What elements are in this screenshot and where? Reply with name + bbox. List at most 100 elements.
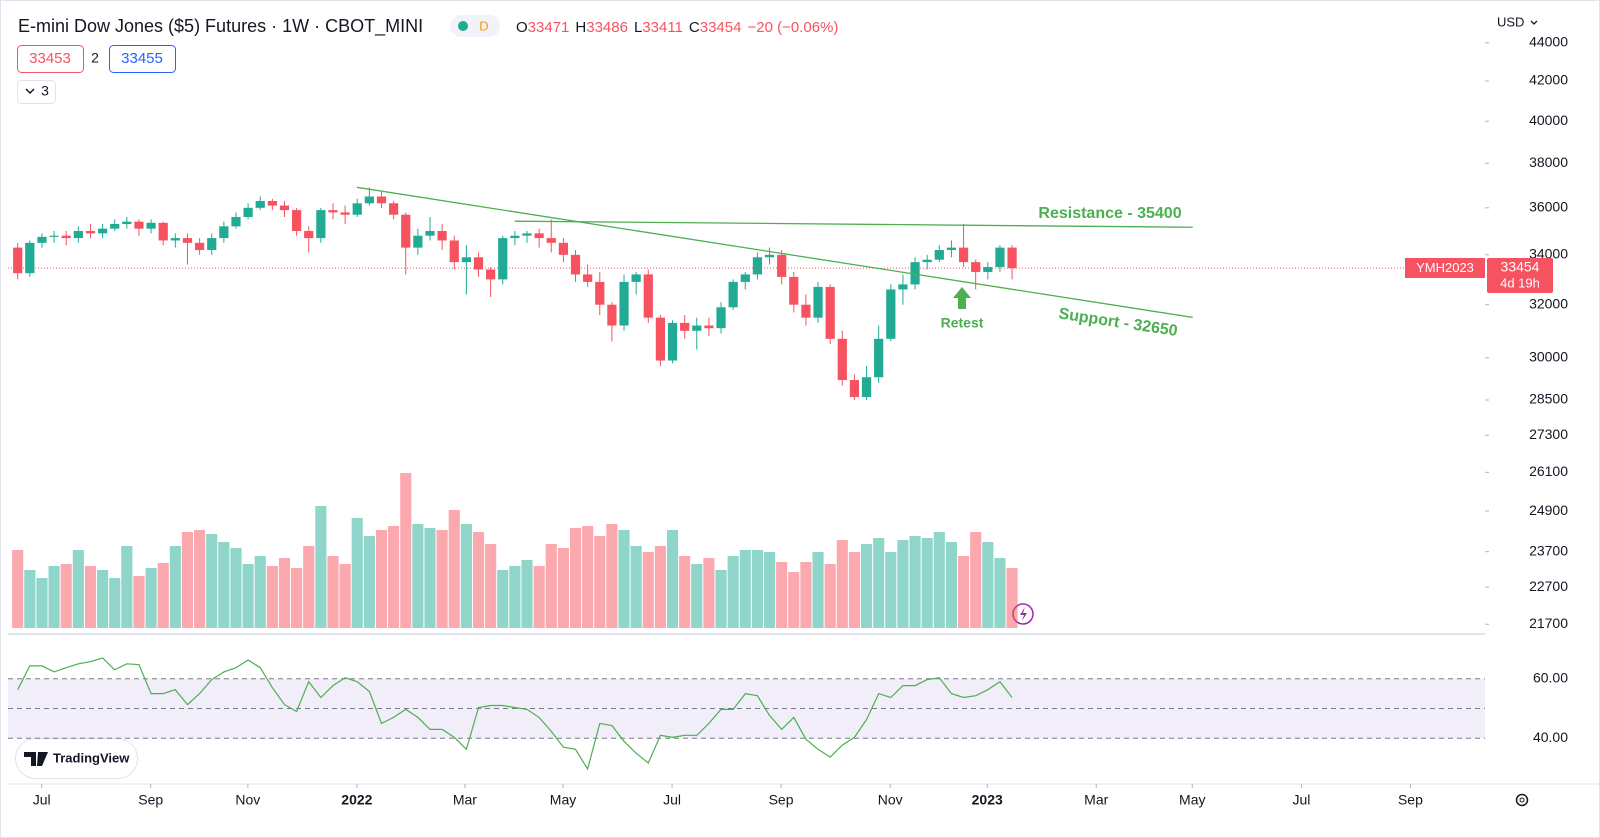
badge-bg [450, 15, 500, 37]
candle-body [595, 281, 605, 305]
volume-bar [885, 552, 897, 628]
volume-bar [909, 536, 921, 628]
candle-body [473, 257, 484, 270]
header: E-mini Dow Jones ($5) Futures · 1W · CBO… [17, 14, 1538, 104]
volume-bar [145, 568, 157, 628]
candle-body [655, 317, 666, 361]
ask: 33455 [121, 50, 163, 67]
volume-bar [860, 544, 873, 628]
ask-box[interactable] [109, 45, 176, 73]
y-tick-label: 28500 [1529, 391, 1568, 407]
settings-icon[interactable] [1515, 793, 1529, 807]
currency[interactable]: USD [1497, 14, 1524, 29]
candle-body [583, 274, 593, 282]
candle-body [292, 210, 302, 232]
volume-bar [800, 562, 812, 628]
volume-bar [254, 556, 266, 628]
volume-bar [533, 566, 545, 628]
chevron [25, 88, 35, 95]
candle-body [73, 231, 83, 239]
candle-body [631, 274, 641, 282]
collapse-button[interactable] [17, 80, 56, 104]
candle-body [328, 210, 338, 213]
x-tick-label: Nov [235, 792, 260, 808]
volume-bar [303, 546, 315, 628]
candle-body [449, 240, 459, 263]
candle-body [389, 203, 399, 215]
volume-bar [109, 578, 121, 628]
volume-bar [194, 530, 206, 628]
trend-line [356, 186, 1193, 319]
candle-body [667, 322, 678, 361]
volume-bar [994, 558, 1006, 628]
y-tick-label: 42000 [1529, 72, 1568, 88]
volume-bar [472, 532, 485, 628]
candle-body [849, 380, 860, 398]
volume-bar [339, 564, 351, 628]
ohlc-value: 33486 [586, 19, 628, 36]
candle-body [910, 262, 920, 285]
bid-box[interactable] [17, 45, 84, 73]
candle-body [194, 242, 205, 251]
candle-body [352, 203, 362, 215]
volume-bar [594, 536, 606, 628]
candle-body [61, 235, 71, 239]
volume-bar [485, 544, 497, 628]
resistance-label: Resistance - 35400 [1038, 205, 1181, 222]
candle-body [837, 338, 847, 381]
volume-bar [569, 528, 582, 628]
countdown-label: 4d 19h [1500, 275, 1540, 290]
lightning-icon[interactable] [1012, 603, 1034, 625]
logo-box [15, 738, 138, 779]
candle-body [158, 222, 168, 241]
volume-bar [873, 538, 885, 628]
candle-body [122, 221, 132, 224]
candle-body [364, 196, 374, 204]
candle-body [267, 201, 277, 206]
price-label: 33454 [1501, 259, 1540, 275]
candle-body [170, 238, 180, 241]
x-tick-label: Jul [663, 792, 681, 808]
volume-bar [812, 552, 824, 628]
ohlc-values: O33471 H33486 L33411 C33454 −20 (−0.06%) [516, 19, 838, 36]
x-tick-label: Sep [1398, 792, 1423, 808]
candle-body [461, 257, 471, 263]
volume-bar [739, 550, 751, 628]
volume-bar [412, 524, 424, 628]
volume-bar [618, 530, 630, 628]
candle-body [874, 338, 884, 378]
candle-body [413, 235, 423, 248]
candle-body [182, 238, 193, 243]
ohlc-key: C [689, 19, 700, 36]
volume-bar [557, 548, 569, 628]
candle-body [25, 242, 35, 274]
status-dot [458, 21, 468, 31]
gear-hub [1519, 797, 1525, 803]
volume-bar [60, 564, 72, 628]
candle-body [570, 254, 581, 275]
volume-bar [351, 518, 363, 628]
ohlc-value: 33411 [642, 19, 683, 36]
candle-body [255, 201, 265, 208]
volume-bar [679, 556, 691, 628]
candle-body [886, 289, 896, 339]
volume-bar [666, 530, 679, 628]
y-tick-label: 21700 [1529, 615, 1568, 631]
candle-body [971, 262, 981, 272]
candle-body [813, 286, 823, 318]
x-tick-label: Jul [33, 792, 51, 808]
volume-bar [84, 566, 97, 628]
retest-arrow [953, 287, 971, 309]
candle-body [716, 307, 726, 329]
ohlc-key: L [634, 19, 642, 36]
volume-bar [388, 526, 400, 628]
volume-bar [824, 564, 836, 628]
y-tick-label: 32000 [1529, 295, 1568, 311]
volume-bar [133, 576, 145, 628]
trend-line [514, 220, 1193, 228]
volume-bar [848, 552, 860, 628]
x-tick-label: 2022 [341, 792, 372, 808]
volume-bar [206, 534, 218, 628]
volume-bar [1006, 568, 1018, 628]
candle-body [510, 235, 520, 239]
